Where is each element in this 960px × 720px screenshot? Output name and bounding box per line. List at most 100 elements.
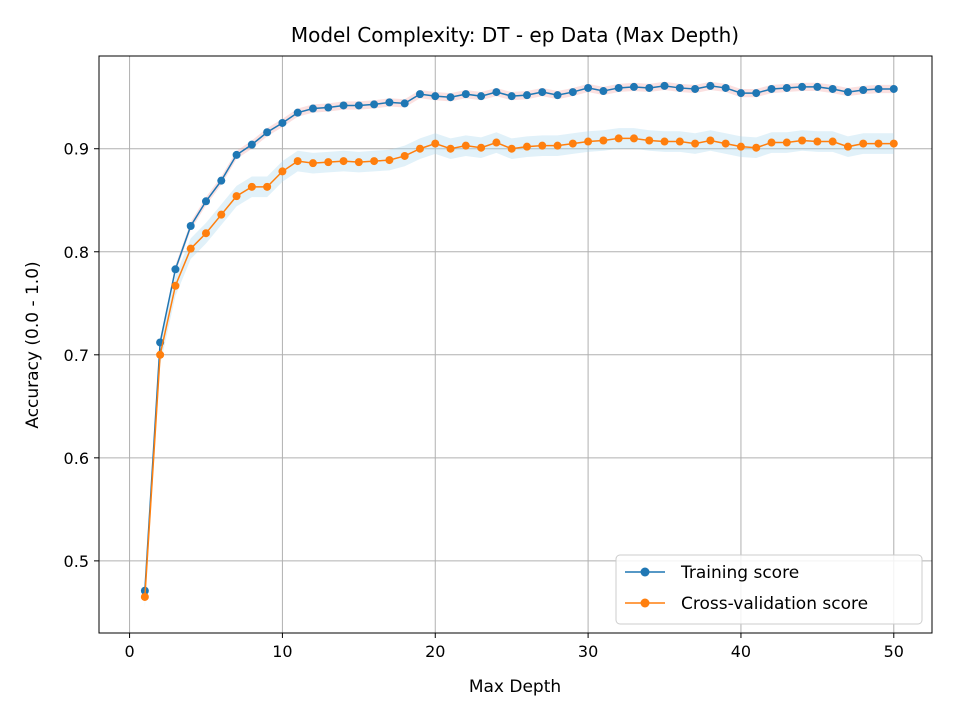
- data-point-0: [645, 83, 654, 92]
- data-point-1: [232, 192, 241, 201]
- data-point-1: [461, 141, 470, 150]
- data-point-0: [553, 91, 562, 100]
- data-point-0: [171, 265, 180, 274]
- data-point-1: [874, 139, 883, 148]
- data-point-0: [339, 101, 348, 110]
- data-point-0: [798, 82, 807, 91]
- data-point-0: [538, 88, 547, 97]
- data-point-1: [446, 144, 455, 153]
- y-axis-label: Accuracy (0.0 - 1.0): [23, 261, 43, 428]
- data-point-0: [461, 90, 470, 99]
- data-point-0: [874, 84, 883, 93]
- data-point-0: [400, 99, 409, 108]
- data-point-1: [736, 142, 745, 151]
- data-point-0: [767, 84, 776, 93]
- data-point-0: [675, 83, 684, 92]
- data-point-1: [843, 142, 852, 151]
- data-point-1: [828, 137, 837, 146]
- legend: Training score Cross-validation score: [615, 554, 923, 625]
- data-point-0: [843, 88, 852, 97]
- data-point-0: [477, 92, 486, 101]
- data-point-0: [278, 118, 287, 127]
- data-point-0: [492, 88, 501, 97]
- data-point-1: [782, 138, 791, 147]
- data-point-0: [446, 93, 455, 102]
- data-point-0: [736, 89, 745, 98]
- data-point-1: [813, 137, 822, 146]
- data-point-0: [308, 104, 317, 113]
- data-point-1: [186, 244, 195, 253]
- data-point-0: [263, 128, 272, 137]
- data-point-0: [385, 98, 394, 107]
- data-point-0: [629, 82, 638, 91]
- data-point-1: [629, 134, 638, 143]
- data-point-1: [278, 167, 287, 176]
- data-point-1: [263, 182, 272, 191]
- legend-box: [615, 554, 923, 625]
- data-point-1: [339, 157, 348, 166]
- data-point-1: [660, 137, 669, 146]
- plot-area: 0 10 20 30 40 50 0.5 0.6 0.7 0.8 0.9: [64, 55, 933, 661]
- axes-frame: [98, 55, 933, 634]
- y-tick-label: 0.8: [64, 243, 89, 262]
- data-point-0: [522, 91, 531, 100]
- data-point-1: [507, 144, 516, 153]
- y-tick-label: 0.6: [64, 449, 89, 468]
- data-point-0: [217, 176, 226, 185]
- data-point-1: [431, 139, 440, 148]
- data-point-1: [201, 229, 210, 238]
- data-point-1: [859, 139, 868, 148]
- legend-marker-training: [640, 567, 650, 577]
- data-point-0: [370, 100, 379, 109]
- data-point-1: [492, 138, 501, 147]
- data-point-0: [599, 87, 608, 96]
- data-point-0: [232, 150, 241, 159]
- data-point-1: [477, 143, 486, 152]
- y-tick-label: 0.9: [64, 140, 89, 159]
- data-point-1: [140, 592, 149, 601]
- data-point-0: [782, 83, 791, 92]
- data-point-1: [522, 142, 531, 151]
- x-tick-label: 50: [884, 642, 904, 661]
- data-point-1: [217, 210, 226, 219]
- data-point-0: [201, 197, 210, 206]
- data-point-1: [324, 158, 333, 167]
- data-point-0: [813, 82, 822, 91]
- x-tick-label: 40: [731, 642, 751, 661]
- data-point-0: [721, 83, 730, 92]
- data-point-0: [568, 88, 577, 97]
- data-point-0: [354, 101, 363, 110]
- y-tick-label: 0.5: [64, 552, 89, 571]
- data-point-0: [584, 83, 593, 92]
- data-point-1: [584, 137, 593, 146]
- data-point-1: [614, 134, 623, 143]
- data-point-1: [691, 139, 700, 148]
- data-point-1: [538, 141, 547, 150]
- data-point-0: [186, 222, 195, 231]
- data-point-1: [767, 138, 776, 147]
- data-point-1: [599, 136, 608, 145]
- data-point-0: [415, 90, 424, 99]
- data-point-1: [400, 151, 409, 160]
- data-point-1: [415, 144, 424, 153]
- data-point-1: [385, 156, 394, 165]
- data-point-0: [889, 84, 898, 93]
- data-point-1: [171, 281, 180, 290]
- data-point-1: [354, 158, 363, 167]
- data-point-1: [568, 139, 577, 148]
- data-point-0: [324, 103, 333, 112]
- data-point-0: [859, 86, 868, 95]
- legend-label-cv: Cross-validation score: [681, 594, 868, 614]
- data-point-1: [721, 139, 730, 148]
- data-point-1: [370, 157, 379, 166]
- chart-title: Model Complexity: DT - ep Data (Max Dept…: [291, 23, 739, 47]
- data-point-1: [247, 182, 256, 191]
- data-point-0: [614, 83, 623, 92]
- data-point-1: [293, 157, 302, 166]
- data-point-1: [675, 137, 684, 146]
- data-point-0: [752, 89, 761, 98]
- data-point-0: [247, 140, 256, 149]
- data-point-1: [889, 139, 898, 148]
- y-tick-label: 0.7: [64, 346, 89, 365]
- data-point-0: [691, 84, 700, 93]
